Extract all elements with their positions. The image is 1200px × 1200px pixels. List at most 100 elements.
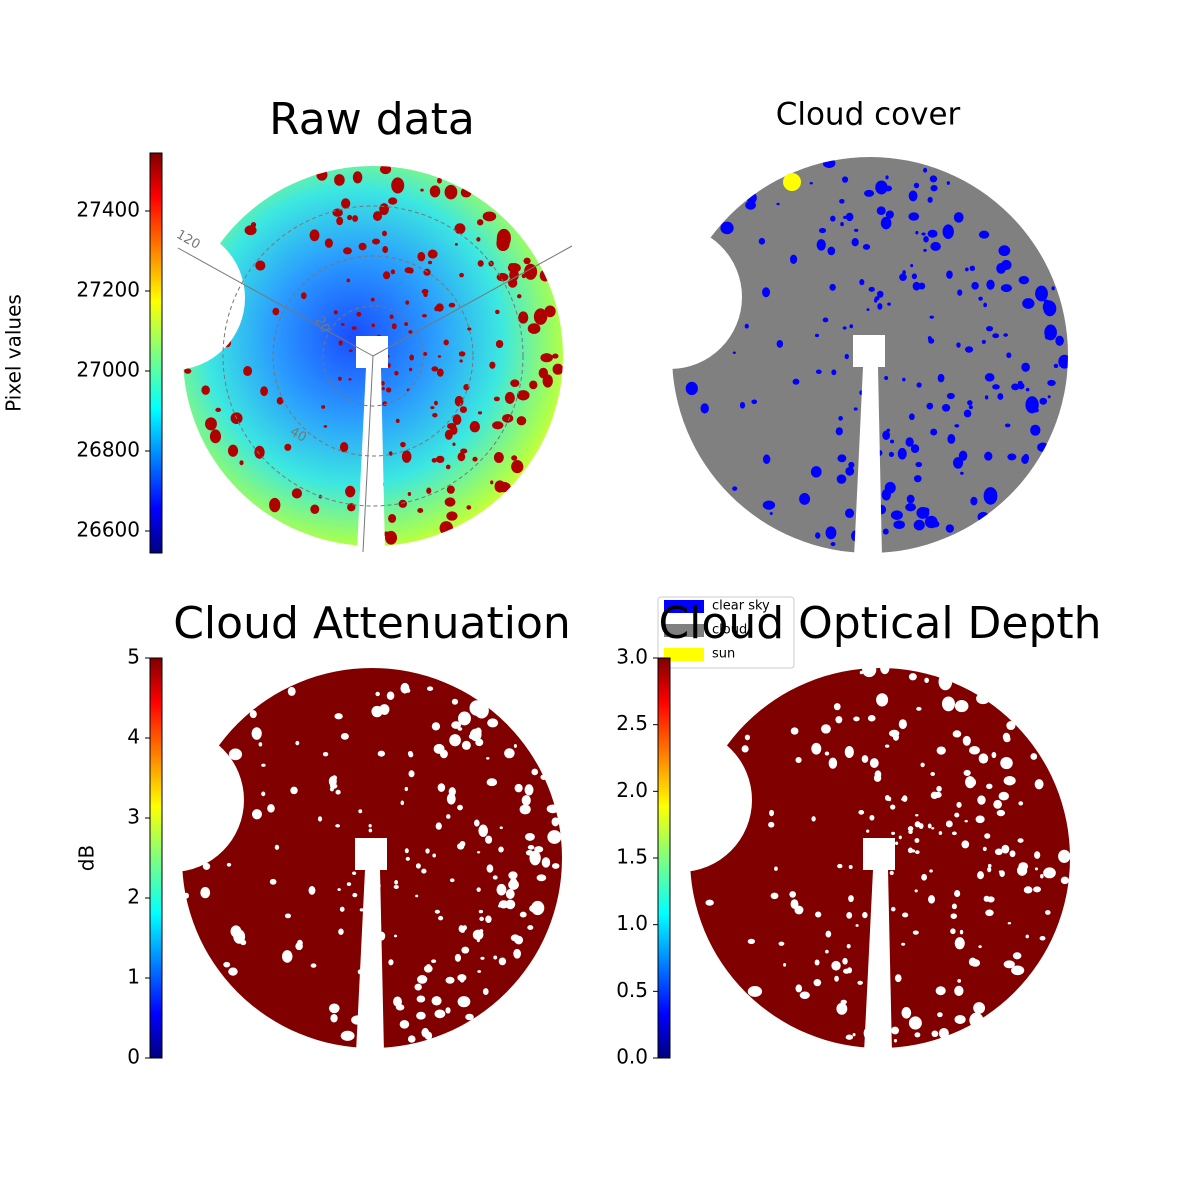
texture-dot [423, 292, 428, 298]
colorbar-tick-label: 4 [127, 725, 140, 749]
texture-dot [884, 872, 888, 876]
texture-dot [477, 970, 482, 973]
texture-dot [825, 526, 837, 540]
texture-dot [452, 414, 462, 426]
texture-dot [866, 308, 870, 312]
texture-dot [409, 354, 415, 361]
texture-dot [762, 454, 771, 464]
texture-dot [457, 974, 467, 982]
texture-dot [465, 1013, 474, 1021]
texture-dot [956, 342, 961, 348]
texture-dot [437, 355, 442, 358]
texture-dot [937, 1012, 943, 1018]
texture-dot [1003, 960, 1015, 969]
texture-dot [284, 913, 291, 919]
texture-dot [893, 520, 905, 529]
texture-dot [339, 442, 349, 453]
texture-dot [244, 225, 257, 236]
texture-dot [251, 727, 262, 740]
texture-dot [394, 370, 399, 376]
texture-dot [516, 390, 530, 401]
texture-dot [422, 352, 428, 356]
texture-dot [387, 363, 391, 368]
texture-dot [965, 267, 969, 272]
texture-dot [446, 793, 456, 805]
texture-dot [776, 340, 784, 348]
texture-dot [529, 904, 539, 913]
texture-dot [358, 242, 367, 251]
colorbar-label: dB [75, 845, 99, 871]
texture-dot [386, 355, 390, 358]
texture-dot [377, 931, 386, 941]
texture-dot [475, 727, 482, 736]
texture-dot [467, 327, 472, 331]
texture-dot [1004, 423, 1011, 428]
sun-marker [783, 173, 801, 191]
texture-dot [843, 968, 850, 974]
texture-dot [408, 770, 415, 778]
texture-dot [460, 448, 468, 454]
texture-dot [408, 330, 413, 334]
texture-dot [492, 421, 504, 430]
texture-dot [202, 862, 211, 870]
panel-title: Cloud cover [776, 97, 961, 133]
texture-dot [1017, 838, 1024, 843]
texture-dot [982, 846, 987, 852]
texture-dot [414, 983, 422, 991]
texture-dot [969, 265, 976, 272]
texture-dot [720, 221, 734, 235]
texture-dot [913, 182, 920, 189]
texture-dot [551, 863, 560, 869]
texture-dot [1045, 910, 1051, 915]
texture-dot [446, 485, 455, 494]
texture-dot [951, 903, 957, 910]
texture-dot [987, 863, 992, 868]
colorbar-tick-label: 1 [127, 965, 140, 989]
texture-dot [970, 959, 981, 967]
texture-dot [954, 985, 964, 996]
texture-dot [339, 906, 345, 912]
texture-dot [927, 823, 932, 829]
texture-dot [890, 510, 903, 520]
colorbar-tick-label: 27000 [76, 358, 140, 382]
texture-dot [869, 814, 875, 821]
texture-dot [328, 1003, 340, 1014]
texture-dot [450, 425, 458, 435]
texture-dot [881, 489, 891, 501]
texture-dot [930, 520, 940, 528]
texture-dot [457, 452, 466, 462]
texture-dot [906, 494, 915, 504]
texture-dot [834, 975, 839, 982]
texture-dot [439, 521, 454, 536]
texture-dot [249, 710, 257, 719]
texture-dot [1012, 952, 1022, 960]
texture-dot [960, 471, 964, 475]
texture-dot [795, 984, 803, 993]
texture-dot [260, 386, 268, 397]
texture-dot [813, 979, 822, 987]
texture-dot [890, 804, 896, 810]
texture-dot [984, 451, 993, 461]
texture-dot [404, 848, 409, 854]
texture-dot [732, 486, 738, 491]
colorbar-tick-label: 0.5 [616, 978, 648, 1002]
texture-dot [946, 392, 955, 400]
texture-dot [429, 185, 441, 198]
texture-dot [368, 828, 373, 833]
texture-dot [376, 369, 380, 373]
texture-dot [942, 224, 954, 239]
texture-dot [882, 528, 889, 535]
legend-label: clear sky [712, 599, 770, 614]
texture-dot [544, 305, 556, 318]
texture-dot [958, 450, 968, 461]
texture-dot [888, 451, 895, 458]
texture-dot [843, 215, 847, 220]
texture-dot [357, 969, 364, 975]
texture-dot [951, 831, 957, 836]
texture-dot [845, 212, 854, 222]
texture-dot [835, 716, 843, 724]
texture-dot [977, 511, 990, 522]
texture-dot [880, 662, 890, 675]
texture-dot [485, 915, 492, 923]
texture-dot [454, 395, 464, 407]
